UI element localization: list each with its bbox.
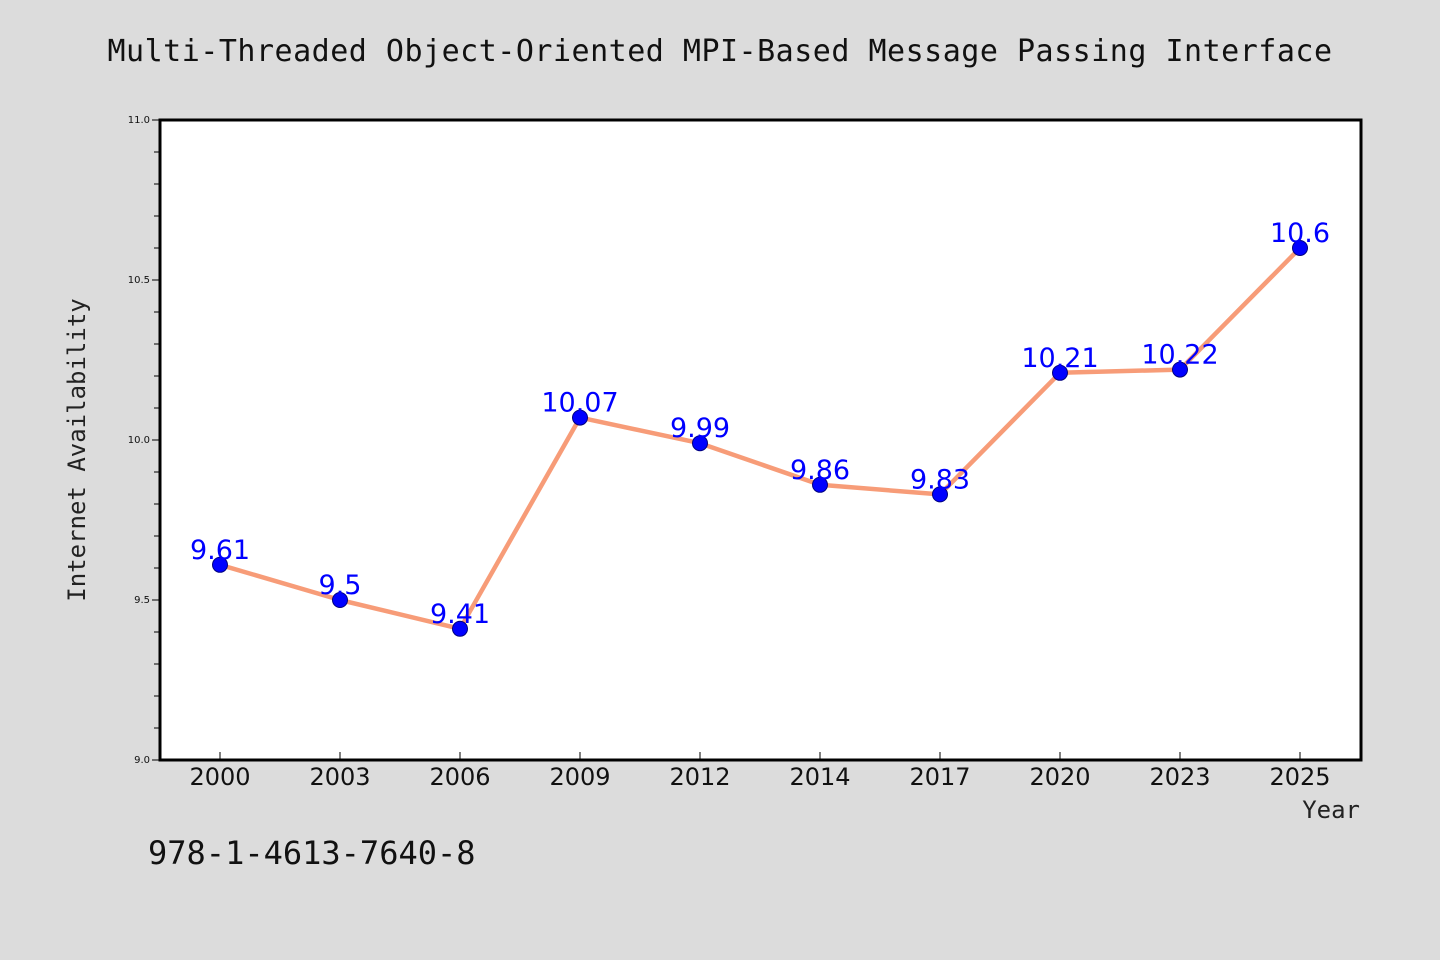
data-label: 10.6 [1270, 218, 1330, 249]
data-point [692, 435, 708, 452]
data-label: 9.83 [910, 464, 970, 495]
plot-area [158, 118, 1363, 762]
series-group: 9.61 9.5 9.41 10.07 9.99 9.86 9.83 10.21 10.22 10… [190, 218, 1330, 637]
isbn-text: 978-1-4613-7640-8 [148, 834, 476, 872]
data-label: 9.61 [190, 535, 250, 566]
x-tick-label: 2012 [669, 763, 730, 791]
data-label: 9.41 [430, 599, 490, 630]
data-point [1052, 364, 1068, 381]
data-point [1172, 361, 1188, 378]
data-point [452, 620, 468, 637]
x-axis-label: Year [1302, 796, 1360, 824]
y-axis-ticks: 9.0 9.5 10.0 10.5 11.0 [128, 115, 160, 766]
x-tick-label: 2014 [789, 763, 850, 791]
data-point [812, 476, 828, 493]
data-label: 9.5 [319, 570, 362, 601]
y-tick-label: 9.0 [134, 755, 150, 766]
y-tick-label: 10.0 [128, 435, 150, 446]
data-point [932, 486, 948, 503]
x-tick-label: 2020 [1029, 763, 1090, 791]
chart-title: Multi-Threaded Object-Oriented MPI-Based… [107, 34, 1333, 69]
x-tick-label: 2003 [309, 763, 370, 791]
x-tick-label: 2023 [1149, 763, 1210, 791]
data-point [212, 556, 228, 573]
data-label: 10.22 [1141, 340, 1218, 371]
y-tick-label: 10.5 [128, 275, 150, 286]
data-point [332, 592, 348, 608]
data-label: 10.21 [1021, 343, 1098, 374]
data-label: 9.99 [670, 413, 730, 444]
data-label: 10.07 [541, 388, 618, 419]
x-tick-label: 2017 [909, 763, 970, 791]
x-tick-label: 2000 [189, 763, 250, 791]
x-tick-label: 2006 [429, 763, 490, 791]
data-point [1292, 240, 1308, 256]
x-axis-ticks: 2000 2003 2006 2009 2012 2014 2017 2020 2023 2025 [189, 752, 1331, 791]
x-tick-label: 2009 [549, 763, 610, 791]
y-tick-label: 9.5 [134, 595, 150, 606]
x-tick-label: 2025 [1269, 763, 1330, 791]
series-line [217, 245, 1303, 632]
data-label: 9.86 [790, 455, 850, 486]
y-tick-label: 11.0 [128, 115, 150, 126]
data-point [572, 409, 588, 426]
